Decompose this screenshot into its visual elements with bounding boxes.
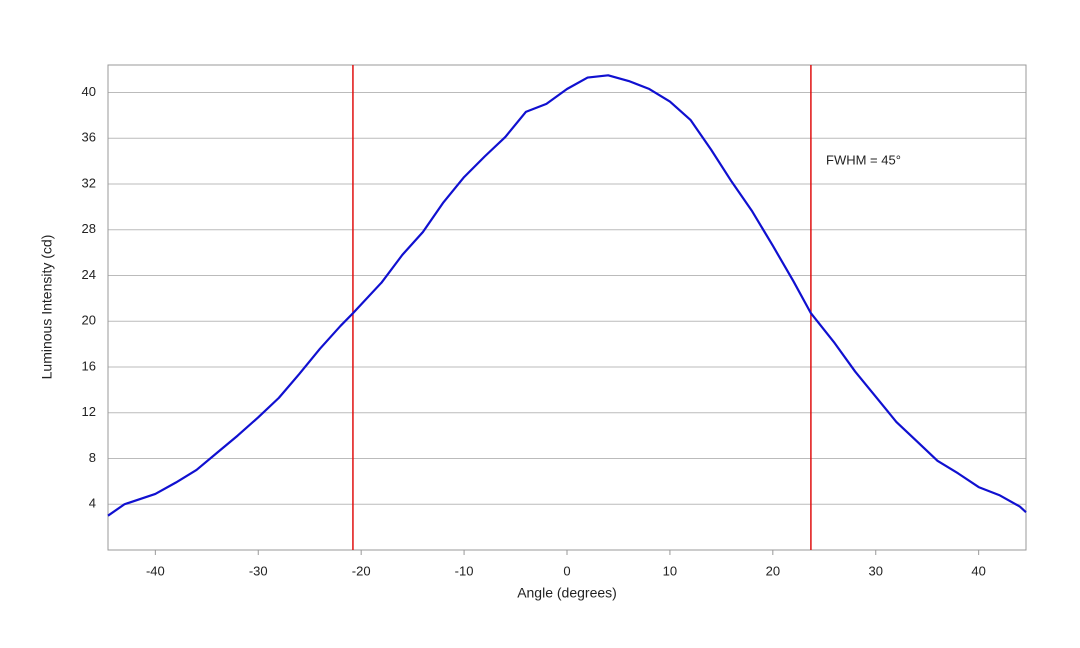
y-tick-label: 8 [89,450,96,465]
x-axis-label: Angle (degrees) [517,585,617,601]
y-tick-label: 32 [82,175,96,190]
x-tick-label: -10 [455,563,474,578]
y-axis-label: Luminous Intensity (cd) [39,235,55,380]
intensity-curve [107,74,1027,517]
x-tick-label: 10 [663,563,677,578]
x-tick-label: -30 [249,563,268,578]
y-tick-label: 36 [82,130,96,145]
x-tick-label: 40 [971,563,985,578]
annotation: FWHM = 45° [826,152,901,167]
x-tick-label: 20 [766,563,780,578]
x-tick-label: 30 [869,563,883,578]
y-tick-label: 20 [82,313,96,328]
y-tick-label: 24 [82,267,96,282]
x-tick-label: -40 [146,563,165,578]
x-tick-label: 0 [563,563,570,578]
y-tick-label: 12 [82,404,96,419]
x-tick-label: -20 [352,563,371,578]
y-tick-label: 16 [82,358,96,373]
y-tick-label: 4 [89,496,96,511]
y-tick-label: 40 [82,84,96,99]
y-tick-label: 28 [82,221,96,236]
